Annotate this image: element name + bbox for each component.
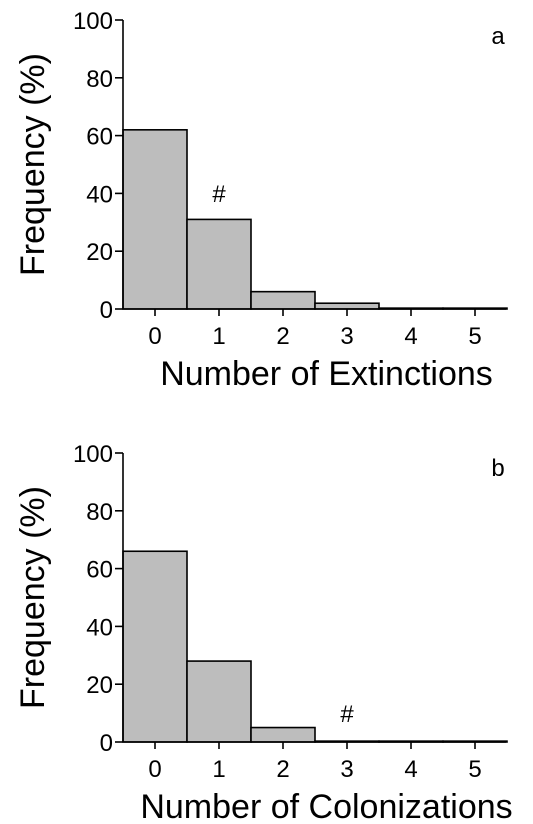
significance-marker: #	[340, 701, 354, 728]
y-tick-label: 60	[86, 124, 113, 151]
bar-0	[122, 129, 188, 310]
x-axis-label: Number of Colonizations	[140, 788, 512, 824]
y-axis-label: Frequency (%)	[14, 53, 52, 276]
chart-panel-b: 0 20 40 60 80 100 0 1 2 3 4 5 Number of Colonization…	[14, 441, 513, 824]
y-tick-label: 100	[73, 441, 113, 468]
y-tick-label: 20	[86, 239, 113, 266]
y-tick-label: 0	[100, 730, 113, 757]
x-axis-label: Number of Extinctions	[160, 355, 493, 393]
x-tick-label: 0	[148, 756, 161, 783]
bar-2	[250, 290, 316, 310]
panel-letter: a	[491, 23, 505, 50]
y-tick-label: 80	[86, 499, 113, 526]
x-tick-label: 5	[468, 323, 481, 350]
x-tick-label: 3	[340, 756, 353, 783]
bar-0	[122, 550, 188, 743]
bar-3	[314, 302, 380, 310]
y-tick-label: 40	[86, 614, 113, 641]
x-tick-label: 4	[404, 323, 417, 350]
y-tick-label: 60	[86, 557, 113, 584]
y-tick-label: 100	[73, 8, 113, 35]
x-tick-label: 3	[340, 323, 353, 350]
x-tick-label: 1	[212, 323, 225, 350]
panel-letter: b	[491, 455, 504, 482]
x-tick-label: 0	[148, 323, 161, 350]
bar-1	[186, 218, 252, 310]
bar-2	[250, 726, 316, 743]
x-tick-label: 2	[276, 323, 289, 350]
y-axis-label: Frequency (%)	[14, 486, 52, 709]
x-tick-label: 5	[468, 756, 481, 783]
chart-panel-a: 0 20 40 60 80 100 0 1 2 3 4 5 Number of Extinctions F…	[14, 8, 508, 393]
y-tick-label: 20	[86, 672, 113, 699]
y-tick-label: 0	[100, 297, 113, 324]
significance-marker: #	[212, 181, 226, 208]
y-tick-label: 40	[86, 181, 113, 208]
x-tick-label: 4	[404, 756, 417, 783]
x-tick-label: 1	[212, 756, 225, 783]
y-tick-label: 80	[86, 66, 113, 93]
bar-1	[186, 660, 252, 743]
x-tick-label: 2	[276, 756, 289, 783]
